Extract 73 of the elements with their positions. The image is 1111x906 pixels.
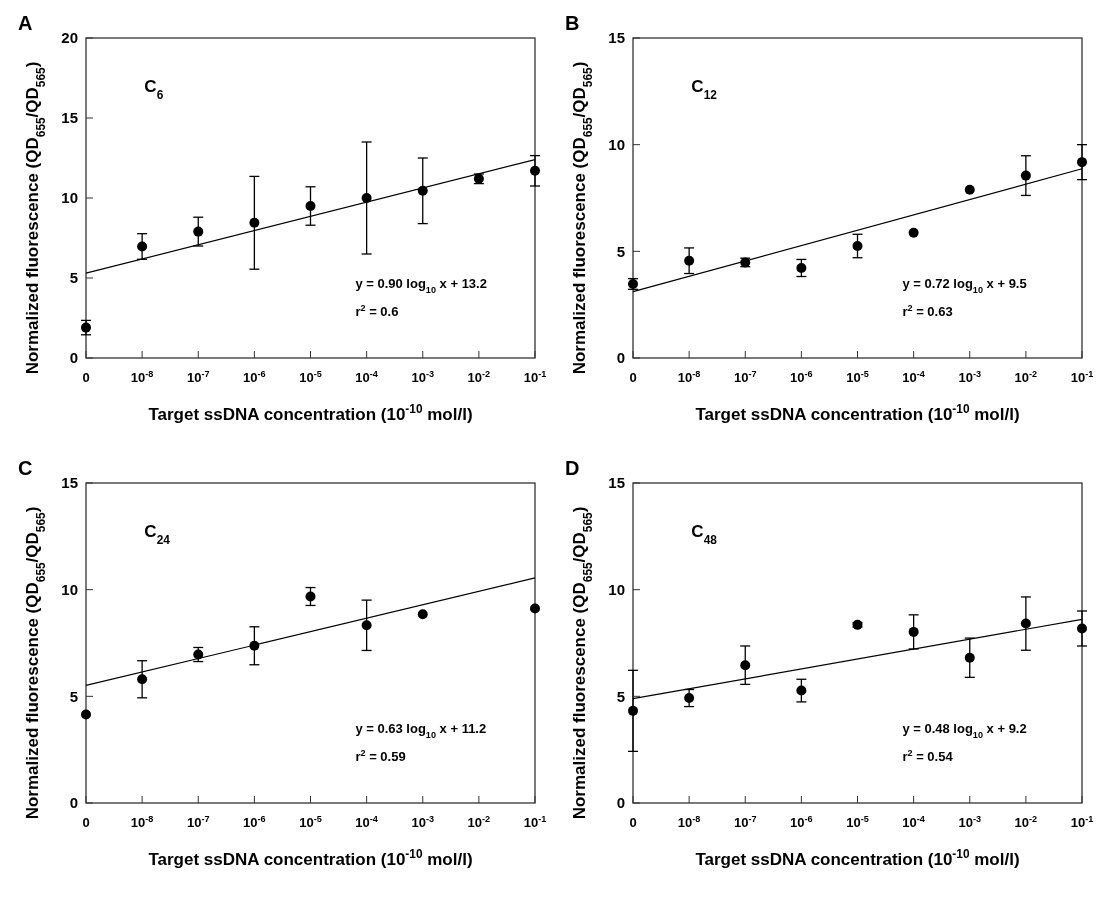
x-tick-label: 10$^{-2}$ bbox=[1014, 369, 1038, 385]
x-tick-label: 10$^{-1}$ bbox=[1070, 369, 1094, 385]
x-tick-label: 10$^{-8}$ bbox=[130, 814, 154, 830]
annotation: C$_{24}$ bbox=[144, 522, 171, 548]
annotation: y = 0.48 log$_{10}$ x + 9.2 bbox=[902, 720, 1027, 740]
x-tick-label: 10$^{-4}$ bbox=[902, 814, 926, 830]
y-tick-label: 10 bbox=[608, 135, 625, 153]
x-axis-title: Target ssDNA concentration (10$^{-10}$ mol/l) bbox=[695, 402, 1020, 424]
y-tick-label: 5 bbox=[69, 687, 78, 705]
x-tick-label: 0 bbox=[82, 370, 90, 385]
x-tick-label: 0 bbox=[629, 370, 637, 385]
x-tick-label: 10$^{-1}$ bbox=[1070, 814, 1094, 830]
y-tick-label: 0 bbox=[616, 794, 625, 812]
y-tick-label: 15 bbox=[61, 109, 78, 127]
x-tick-label: 10$^{-8}$ bbox=[677, 814, 701, 830]
x-tick-label: 10$^{-8}$ bbox=[677, 369, 701, 385]
chart-title: B bbox=[565, 12, 580, 34]
chart-title: A bbox=[18, 12, 33, 34]
x-tick-label: 10$^{-4}$ bbox=[355, 369, 379, 385]
x-tick-label: 10$^{-5}$ bbox=[846, 814, 869, 830]
x-tick-label: 10$^{-8}$ bbox=[130, 369, 154, 385]
y-tick-label: 10 bbox=[608, 580, 625, 598]
chart-title: D bbox=[565, 457, 580, 479]
annotation: r$^{2}$ = 0.59 bbox=[355, 748, 406, 765]
annotation: r$^{2}$ = 0.6 bbox=[355, 303, 399, 320]
y-tick-label: 5 bbox=[616, 242, 625, 260]
x-axis-title: Target ssDNA concentration (10$^{-10}$ mol/l) bbox=[695, 847, 1020, 869]
x-tick-label: 10$^{-3}$ bbox=[958, 369, 982, 385]
y-tick-label: 5 bbox=[69, 269, 78, 287]
x-tick-label: 10$^{-5}$ bbox=[846, 369, 869, 385]
y-tick-label: 5 bbox=[616, 687, 625, 705]
annotation: C$_{48}$ bbox=[691, 522, 718, 548]
x-axis-title: Target ssDNA concentration (10$^{-10}$ mol/l) bbox=[148, 847, 473, 869]
x-tick-label: 0 bbox=[82, 815, 90, 830]
x-tick-label: 10$^{-3}$ bbox=[958, 814, 982, 830]
chart-title: C bbox=[18, 457, 33, 479]
x-tick-label: 10$^{-6}$ bbox=[243, 814, 266, 830]
x-tick-label: 10$^{-5}$ bbox=[299, 814, 322, 830]
y-tick-label: 0 bbox=[69, 794, 78, 812]
x-tick-label: 10$^{-2}$ bbox=[1014, 814, 1038, 830]
x-tick-label: 10$^{-2}$ bbox=[467, 369, 491, 385]
x-tick-label: 10$^{-1}$ bbox=[523, 814, 547, 830]
x-tick-label: 10$^{-4}$ bbox=[902, 369, 926, 385]
x-tick-label: 10$^{-7}$ bbox=[186, 369, 210, 385]
x-tick-label: 10$^{-7}$ bbox=[186, 814, 210, 830]
annotation: y = 0.63 log$_{10}$ x + 11.2 bbox=[355, 720, 487, 740]
x-tick-label: 10$^{-7}$ bbox=[733, 814, 757, 830]
annotation: y = 0.90 log$_{10}$ x + 13.2 bbox=[355, 275, 487, 295]
annotation: r$^{2}$ = 0.63 bbox=[902, 303, 953, 320]
x-tick-label: 10$^{-1}$ bbox=[523, 369, 547, 385]
x-tick-label: 10$^{-2}$ bbox=[467, 814, 491, 830]
x-tick-label: 10$^{-3}$ bbox=[411, 814, 435, 830]
y-tick-label: 15 bbox=[608, 474, 625, 492]
x-tick-label: 10$^{-6}$ bbox=[243, 369, 266, 385]
annotation: C$_{6}$ bbox=[144, 77, 164, 103]
annotation: C$_{12}$ bbox=[691, 77, 718, 103]
y-tick-label: 0 bbox=[69, 349, 78, 367]
x-tick-label: 10$^{-6}$ bbox=[790, 369, 813, 385]
y-tick-label: 15 bbox=[61, 474, 78, 492]
annotation: r$^{2}$ = 0.54 bbox=[902, 748, 954, 765]
x-tick-label: 10$^{-3}$ bbox=[411, 369, 435, 385]
annotation: y = 0.72 log$_{10}$ x + 9.5 bbox=[902, 275, 1027, 295]
y-tick-label: 10 bbox=[61, 189, 78, 207]
x-axis-title: Target ssDNA concentration (10$^{-10}$ mol/l) bbox=[148, 402, 473, 424]
x-tick-label: 10$^{-6}$ bbox=[790, 814, 813, 830]
y-tick-label: 10 bbox=[61, 580, 78, 598]
x-tick-label: 0 bbox=[629, 815, 637, 830]
x-tick-label: 10$^{-7}$ bbox=[733, 369, 757, 385]
x-tick-label: 10$^{-4}$ bbox=[355, 814, 379, 830]
y-tick-label: 15 bbox=[608, 29, 625, 47]
y-tick-label: 0 bbox=[616, 349, 625, 367]
y-tick-label: 20 bbox=[61, 29, 78, 47]
x-tick-label: 10$^{-5}$ bbox=[299, 369, 322, 385]
